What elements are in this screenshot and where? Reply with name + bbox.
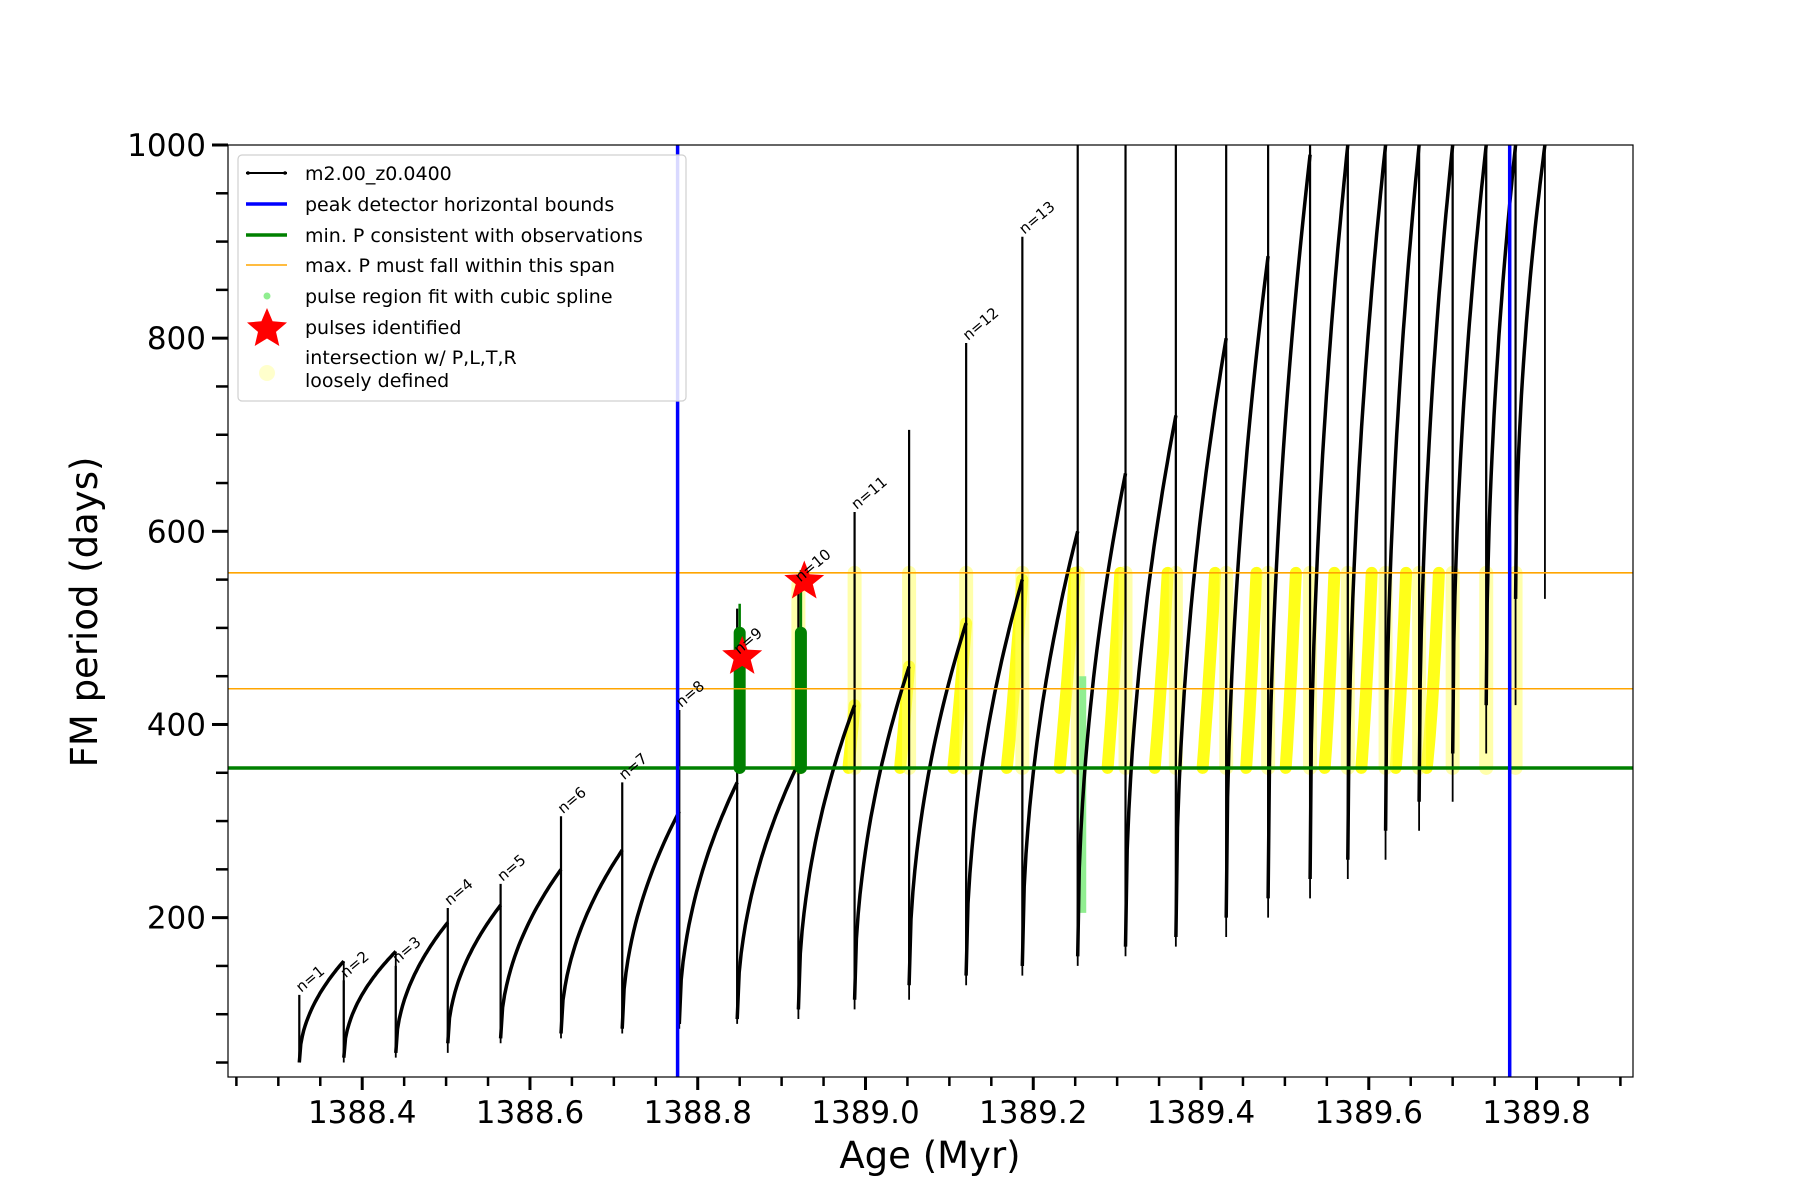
x-tick-label-6: 1389.4 (1147, 1095, 1255, 1131)
cycle-11 (852, 665, 911, 1000)
y-tick-label-3: 600 (147, 514, 206, 550)
legend-swatch-intersection (259, 365, 275, 381)
intersection-region-18 (1240, 566, 1263, 774)
pulse-star-1 (722, 635, 763, 674)
cycle-17 (1174, 337, 1228, 938)
x-axis-label: Age (Myr) (839, 1134, 1020, 1177)
x-tick-label-7: 1389.6 (1315, 1095, 1423, 1131)
intersection-region-16 (1148, 566, 1174, 774)
cycle-10 (796, 704, 857, 1010)
x-axis: 1388.4 1388.6 1388.8 1389.0 1389.2 1389.4 1389… (235, 1077, 1622, 1131)
cycle-19 (1266, 154, 1312, 899)
pulse-star-2 (784, 560, 825, 599)
cycle-3 (394, 921, 450, 1054)
cycle-12 (907, 622, 968, 986)
cycle-15 (1075, 473, 1128, 957)
y-axis-label: FM period (days) (63, 457, 106, 768)
x-tick-label-4: 1389.0 (811, 1095, 919, 1131)
cycle-26 (1513, 145, 1547, 599)
y-tick-label-4: 800 (147, 321, 206, 357)
legend-label-min-period: min. P consistent with observations (305, 225, 643, 247)
x-tick-label-8: 1389.8 (1482, 1095, 1590, 1131)
legend-entry-pulses-identified: pulses identified (247, 308, 461, 346)
cycle-5 (498, 868, 563, 1039)
cycle-23 (1417, 145, 1455, 802)
y-tick-label-5: 1000 (127, 128, 206, 164)
cycle-14 (1020, 530, 1080, 966)
legend-label-spline-fit: pulse region fit with cubic spline (305, 286, 613, 308)
cycle-8 (677, 781, 739, 1024)
intersection-region-22 (1389, 566, 1413, 774)
legend-entry-horizontal-bounds: peak detector horizontal bounds (246, 194, 614, 216)
intersection-region-21 (1355, 566, 1378, 774)
plot-frame (227, 144, 1634, 1078)
cycle-22 (1383, 145, 1421, 831)
legend-entry-series: m2.00_z0.0400 (246, 163, 452, 185)
legend-label-intersection-line2: loosely defined (305, 370, 449, 392)
legend-swatch-star-icon (247, 308, 287, 346)
cycle-4 (446, 904, 503, 1044)
legend-swatch-spline-fit (263, 292, 271, 300)
x-tick-label-1: 1388.4 (308, 1095, 416, 1131)
x-tick-label-5: 1389.2 (979, 1095, 1087, 1131)
series-m2.00_z0.0400 (297, 145, 1547, 1063)
legend: m2.00_z0.0400 peak detector horizontal b… (237, 154, 687, 402)
legend-swatch-series-dot-right (283, 171, 287, 175)
cycle-9 (735, 762, 800, 1020)
intersection-region-15 (1101, 566, 1127, 774)
legend-label-pulses-identified: pulses identified (305, 317, 461, 339)
legend-swatch-series-dot-left (246, 171, 250, 175)
intersection-region-20 (1318, 566, 1341, 774)
legend-label-max-period: max. P must fall within this span (305, 255, 615, 277)
cycle-18 (1224, 255, 1270, 918)
legend-entry-min-period: min. P consistent with observations (246, 225, 643, 247)
cycle-7 (620, 810, 681, 1029)
legend-box (237, 154, 687, 402)
y-tick-label-2: 400 (147, 707, 206, 743)
legend-entry-max-period: max. P must fall within this span (246, 255, 615, 277)
intersection-region-19 (1279, 566, 1302, 774)
x-tick-label-2: 1388.6 (476, 1095, 584, 1131)
intersection-region-23 (1420, 566, 1445, 774)
cycle-16 (1123, 415, 1178, 947)
cycle-13 (964, 579, 1024, 976)
cycle-6 (559, 849, 624, 1034)
legend-label-intersection: intersection w/ P,L,T,R (305, 347, 517, 369)
x-tick-label-3: 1388.8 (643, 1095, 751, 1131)
cycle-2 (342, 950, 398, 1058)
legend-label-horizontal-bounds: peak detector horizontal bounds (305, 194, 614, 216)
cycle-21 (1346, 145, 1388, 860)
y-axis: 200 400 600 800 1000 (127, 128, 228, 1064)
legend-entry-intersection: intersection w/ P,L,T,R loosely defined (259, 347, 517, 392)
y-tick-label-1: 200 (147, 901, 206, 937)
legend-entry-spline-fit: pulse region fit with cubic spline (263, 286, 613, 308)
legend-label-series: m2.00_z0.0400 (305, 163, 452, 185)
cycle-1 (297, 959, 346, 1063)
cycle-20 (1308, 145, 1350, 880)
intersection-region-17 (1196, 566, 1222, 774)
cycle-24 (1450, 145, 1488, 754)
pulses-identified-markers (722, 560, 825, 674)
